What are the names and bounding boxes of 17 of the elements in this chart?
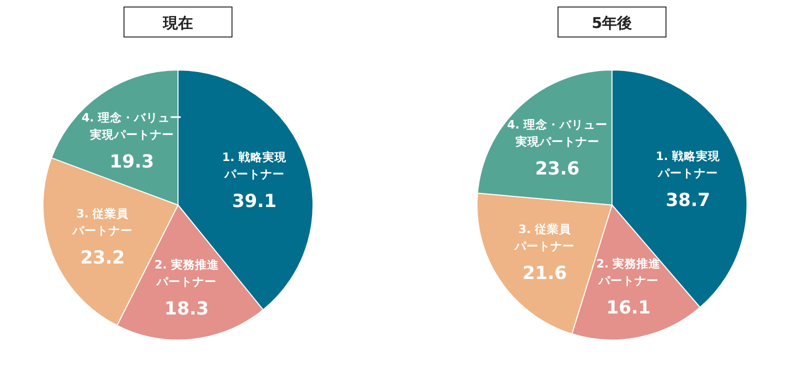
data-label: 23.2 (80, 247, 125, 268)
slice-label: 4. 理念・バリュー実現パートナー (507, 117, 608, 148)
data-label: 23.6 (535, 158, 580, 180)
slice-label: 3. 従業員パートナー (72, 206, 133, 238)
slice-label: 1. 戦略実現パートナー (222, 150, 288, 181)
data-label: 16.1 (606, 297, 651, 318)
chart-title: 現在 (162, 14, 193, 32)
data-label: 38.7 (666, 190, 710, 211)
data-label: 18.3 (164, 298, 209, 320)
data-label: 39.1 (232, 190, 277, 212)
slice-label: 2. 実務推進パートナー (596, 256, 661, 288)
slice-label: 1. 戦略実現パートナー (656, 148, 722, 180)
chart-title: 5年後 (592, 14, 632, 32)
slice-label: 3. 従業員パートナー (514, 222, 575, 254)
data-label: 21.6 (522, 263, 567, 284)
slice-label: 2. 実務推進パートナー (154, 258, 219, 289)
data-label: 19.3 (110, 151, 154, 172)
